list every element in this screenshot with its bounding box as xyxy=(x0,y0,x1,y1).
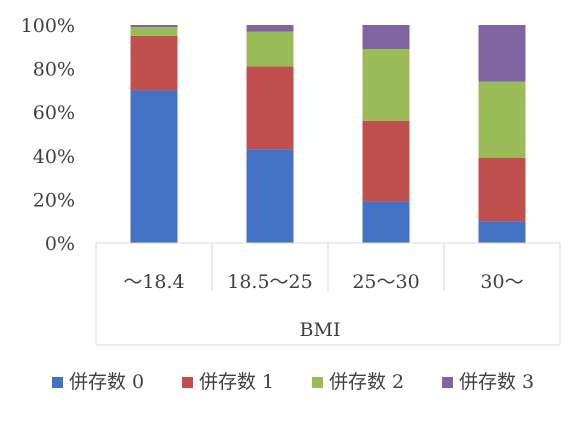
legend-label: 併存数 2 xyxy=(329,371,404,393)
bar-segment xyxy=(130,90,178,244)
bar-segment xyxy=(478,81,526,158)
legend-swatch xyxy=(182,377,193,388)
bar-segment xyxy=(362,201,410,243)
x-tick-label: 30～ xyxy=(480,271,523,293)
x-tick-label: 18.5～25 xyxy=(227,271,312,293)
legend-swatch xyxy=(442,377,453,388)
bar-segment xyxy=(246,149,294,243)
bar-segment xyxy=(246,31,294,67)
legend-label: 併存数 3 xyxy=(459,371,534,393)
y-tick-label: 0% xyxy=(45,233,75,255)
y-tick-label: 20% xyxy=(33,189,75,211)
bar-segment xyxy=(246,25,294,32)
bar-segment xyxy=(478,221,526,243)
bar-segment xyxy=(130,27,178,36)
legend: 併存数 0 併存数 1 併存数 2 併存数 3 xyxy=(52,371,534,393)
legend-swatch xyxy=(52,377,63,388)
y-tick-label: 40% xyxy=(33,146,75,168)
x-tick-label: 25～30 xyxy=(352,271,419,293)
y-axis-ticks: 0% 20% 40% 60% 80% 100% xyxy=(21,15,75,255)
legend-label: 併存数 1 xyxy=(199,371,274,393)
x-axis-categories: ～18.4 18.5～25 25～30 30～ xyxy=(95,242,561,346)
y-tick-label: 60% xyxy=(33,102,75,124)
legend-swatch xyxy=(312,377,323,388)
bar-segment xyxy=(362,120,410,202)
bar-segment xyxy=(130,35,178,91)
bar-segment xyxy=(246,66,294,150)
y-tick-label: 80% xyxy=(33,59,75,81)
plot-area xyxy=(130,25,526,244)
x-axis-label: BMI xyxy=(300,319,341,341)
y-tick-label: 100% xyxy=(21,15,75,37)
bar-segment xyxy=(362,48,410,121)
bar-segment xyxy=(478,25,526,82)
legend-label: 併存数 0 xyxy=(69,371,144,393)
x-tick-label: ～18.4 xyxy=(123,271,184,293)
bar-segment xyxy=(362,25,410,49)
bar-segment xyxy=(130,25,178,28)
bar-segment xyxy=(478,157,526,222)
